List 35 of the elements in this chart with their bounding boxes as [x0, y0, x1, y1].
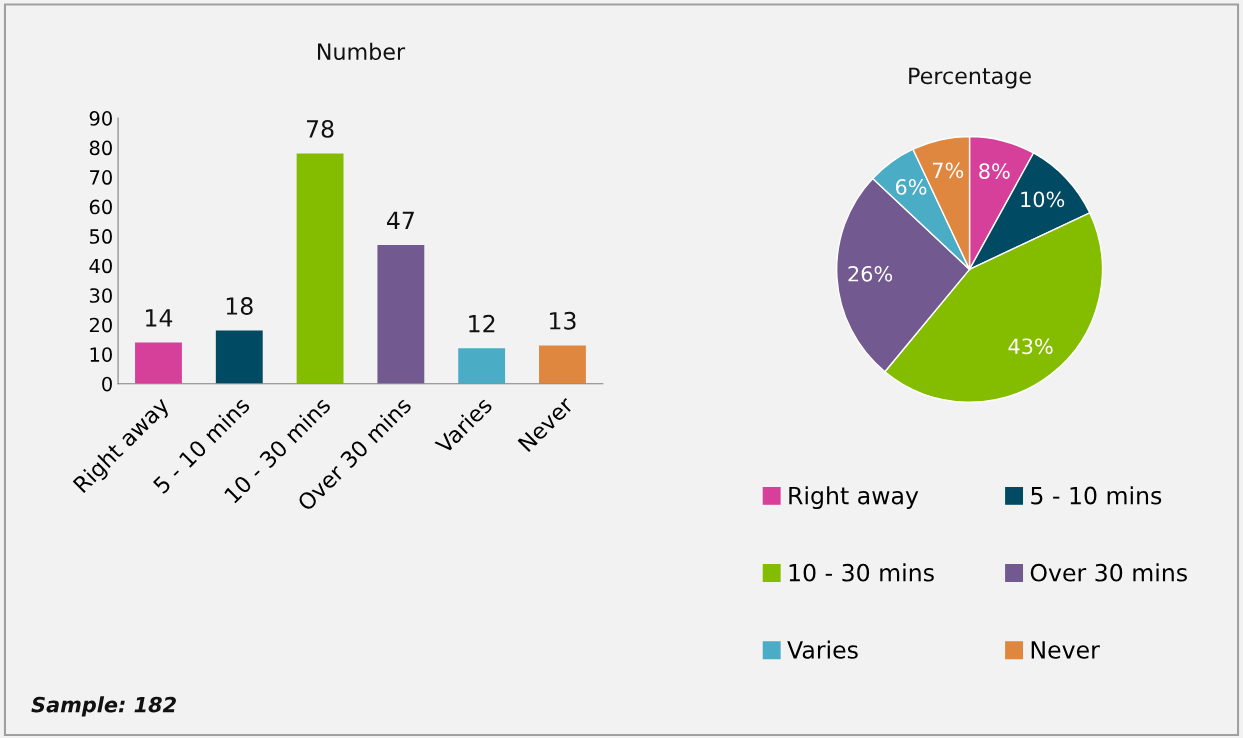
y-tick-label: 30: [89, 288, 112, 303]
bar: [377, 245, 425, 384]
legend-label: Never: [1031, 641, 1100, 659]
y-tick-label: 20: [89, 317, 112, 333]
data-label: 13: [550, 311, 576, 330]
data-label: 14: [146, 309, 173, 327]
y-tick-label: 40: [89, 258, 112, 274]
y-tick-label: 70: [90, 170, 112, 185]
bar: [539, 345, 586, 384]
data-label: 78: [306, 119, 334, 138]
y-tick-label: 80: [89, 140, 112, 156]
legend-label: 10 - 30 mins: [789, 563, 934, 582]
y-tick-label: 90: [89, 111, 112, 126]
y-tick-label: 50: [89, 229, 112, 244]
bar: [215, 330, 263, 384]
text: Sample: 182: [31, 696, 176, 717]
data-label: 18: [226, 297, 253, 315]
y-tick-label: 0: [102, 376, 112, 392]
data-label: 12: [469, 314, 495, 333]
chart-title: Percentage: [909, 67, 1031, 89]
bar: [296, 153, 344, 384]
y-tick-label: 10: [90, 347, 112, 362]
data-label: 7%: [932, 162, 964, 179]
data-label: 43%: [1008, 338, 1053, 355]
data-label: 26%: [848, 265, 893, 282]
y-tick-label: 60: [89, 199, 112, 215]
bar: [135, 342, 182, 384]
data-label: 8%: [979, 163, 1010, 179]
data-label: 47: [387, 211, 414, 229]
data-label: 10%: [1021, 191, 1065, 208]
chart-title: Number: [318, 42, 406, 61]
data-label: 6%: [895, 179, 927, 195]
legend-label: Over 30 mins: [1030, 563, 1187, 582]
legend-label: Varies: [787, 640, 858, 659]
bar: [458, 348, 506, 384]
